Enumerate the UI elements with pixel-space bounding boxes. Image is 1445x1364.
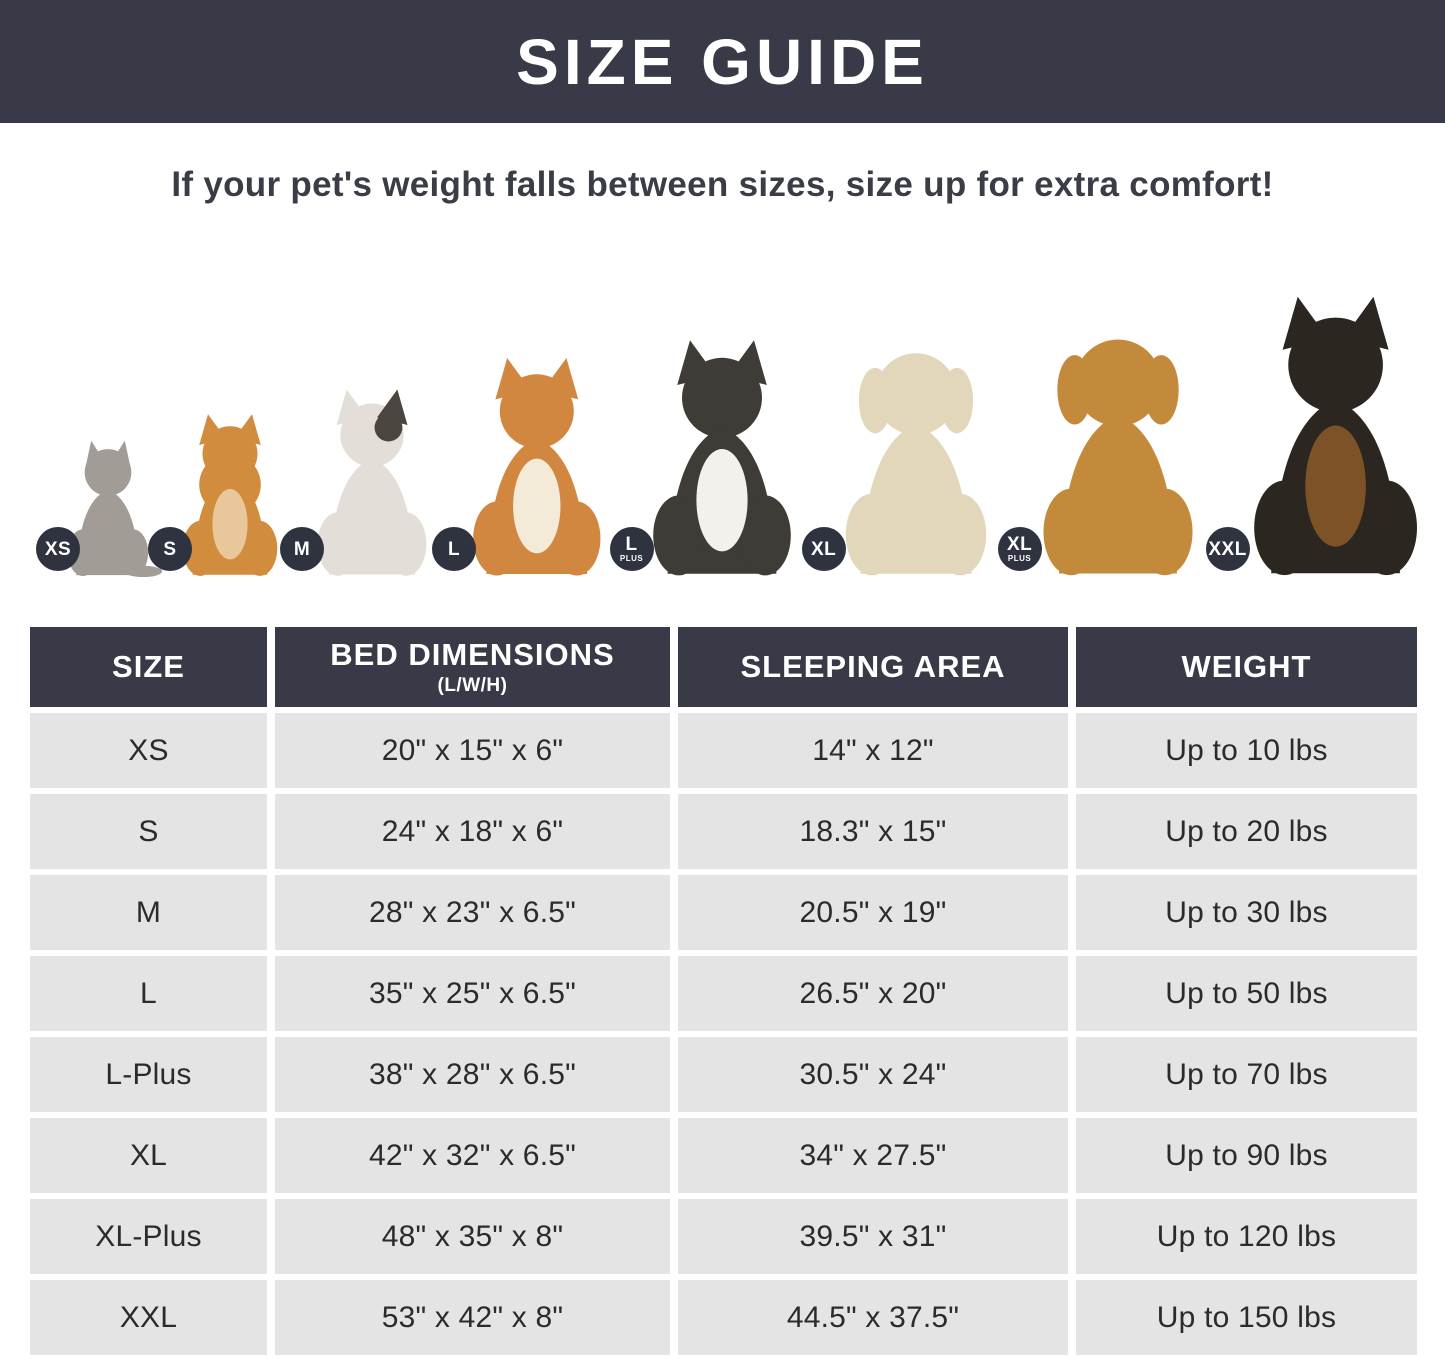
- sleeping-area-cell: 26.5" x 20": [678, 956, 1068, 1031]
- header-bar: SIZE GUIDE: [0, 0, 1445, 123]
- size-cell: L-Plus: [30, 1037, 267, 1112]
- size-badge-xs: XS: [36, 527, 80, 571]
- border-collie-silhouette-icon: [626, 337, 818, 577]
- sleeping-area-cell: 30.5" x 24": [678, 1037, 1068, 1112]
- size-badge-l: L: [432, 527, 476, 571]
- table-body: XS 20" x 15" x 6" 14" x 12" Up to 10 lbs S 24…: [30, 713, 1417, 1355]
- size-badge-label: XL: [1006, 534, 1033, 555]
- size-cell: XXL: [30, 1280, 267, 1355]
- table-row-s: S 24" x 18" x 6" 18.3" x 15" Up to 20 lbs: [30, 794, 1417, 869]
- table-row-xl-plus: XL-Plus 48" x 35" x 8" 39.5" x 31" Up to 12…: [30, 1199, 1417, 1274]
- sleeping-area-cell: 34" x 27.5": [678, 1118, 1068, 1193]
- shiba-inu-silhouette-icon: [448, 355, 626, 577]
- doberman-silhouette-icon: [1222, 293, 1445, 577]
- weight-cell: Up to 150 lbs: [1076, 1280, 1417, 1355]
- pet-labrador: XL: [801, 332, 1014, 577]
- size-badge-sublabel: PLUS: [1007, 554, 1032, 563]
- pet-french-bulldog: M: [280, 387, 448, 577]
- sleeping-area-cell: 20.5" x 19": [678, 875, 1068, 950]
- size-cell: XS: [30, 713, 267, 788]
- sleeping-area-cell: 44.5" x 37.5": [678, 1280, 1068, 1355]
- size-cell: S: [30, 794, 267, 869]
- weight-cell: Up to 50 lbs: [1076, 956, 1417, 1031]
- page-title: SIZE GUIDE: [516, 25, 929, 98]
- sleeping-area-cell: 39.5" x 31": [678, 1199, 1068, 1274]
- size-badge-label: L: [625, 534, 638, 555]
- table-header-row: SIZE BED DIMENSIONS (L/W/H) SLEEPING ARE…: [30, 627, 1417, 707]
- size-table: SIZE BED DIMENSIONS (L/W/H) SLEEPING ARE…: [30, 627, 1417, 1355]
- weight-cell: Up to 10 lbs: [1076, 713, 1417, 788]
- pomeranian-silhouette-icon: [164, 412, 296, 577]
- pet-golden-retriever: XL PLUS: [997, 317, 1222, 577]
- bed-dimensions-cell: 24" x 18" x 6": [275, 794, 670, 869]
- size-badge-xl-plus: XL PLUS: [997, 527, 1042, 571]
- table-row-m: M 28" x 23" x 6.5" 20.5" x 19" Up to 30 lbs: [30, 875, 1417, 950]
- size-cell: XL-Plus: [30, 1199, 267, 1274]
- french-bulldog-silhouette-icon: [296, 387, 448, 577]
- pet-cat: XS: [36, 437, 164, 577]
- bed-dimensions-cell: 28" x 23" x 6.5": [275, 875, 670, 950]
- size-badge-label: XL: [810, 538, 837, 560]
- size-cell: L: [30, 956, 267, 1031]
- pet-doberman: XXL: [1205, 293, 1445, 577]
- weight-cell: Up to 20 lbs: [1076, 794, 1417, 869]
- golden-retriever-silhouette-icon: [1014, 317, 1222, 577]
- size-badge-sublabel: PLUS: [619, 554, 644, 563]
- bed-dimensions-unit-note: (L/W/H): [437, 675, 508, 696]
- table-row-xxl: XXL 53" x 42" x 8" 44.5" x 37.5" Up to 150 …: [30, 1280, 1417, 1355]
- size-column-header: SIZE: [30, 627, 267, 707]
- pets-row: XS S M L L PLUS XL: [36, 285, 1417, 577]
- weight-cell: Up to 70 lbs: [1076, 1037, 1417, 1112]
- size-cell: M: [30, 875, 267, 950]
- bed-dimensions-column-header: BED DIMENSIONS (L/W/H): [275, 627, 670, 707]
- size-cell: XL: [30, 1118, 267, 1193]
- weight-cell: Up to 30 lbs: [1076, 875, 1417, 950]
- weight-cell: Up to 90 lbs: [1076, 1118, 1417, 1193]
- size-badge-label: XXL: [1208, 538, 1247, 560]
- size-badge-label: XS: [44, 538, 72, 560]
- table-row-l: L 35" x 25" x 6.5" 26.5" x 20" Up to 50 lbs: [30, 956, 1417, 1031]
- pet-shiba-inu: L: [432, 355, 626, 577]
- bed-dimensions-column-label: BED DIMENSIONS: [330, 637, 615, 672]
- bed-dimensions-cell: 48" x 35" x 8": [275, 1199, 670, 1274]
- sleeping-area-cell: 14" x 12": [678, 713, 1068, 788]
- pet-border-collie: L PLUS: [609, 337, 818, 577]
- size-badge-label: M: [293, 538, 311, 560]
- subtitle: If your pet's weight falls between sizes…: [171, 165, 1274, 204]
- bed-dimensions-cell: 42" x 32" x 6.5": [275, 1118, 670, 1193]
- bed-dimensions-cell: 20" x 15" x 6": [275, 713, 670, 788]
- cat-silhouette-icon: [52, 437, 164, 577]
- table-row-xl: XL 42" x 32" x 6.5" 34" x 27.5" Up to 90 lb…: [30, 1118, 1417, 1193]
- size-badge-label: S: [163, 538, 177, 560]
- bed-dimensions-cell: 38" x 28" x 6.5": [275, 1037, 670, 1112]
- sleeping-area-column-label: SLEEPING AREA: [740, 649, 1006, 684]
- table-row-xs: XS 20" x 15" x 6" 14" x 12" Up to 10 lbs: [30, 713, 1417, 788]
- size-badge-l-plus: L PLUS: [609, 527, 654, 571]
- pet-pomeranian: S: [148, 412, 296, 577]
- size-badge-xxl: XXL: [1205, 527, 1250, 571]
- sleeping-area-column-header: SLEEPING AREA: [678, 627, 1068, 707]
- size-badge-s: S: [148, 527, 192, 571]
- size-badge-xl: XL: [801, 527, 846, 571]
- weight-cell: Up to 120 lbs: [1076, 1199, 1417, 1274]
- weight-column-header: WEIGHT: [1076, 627, 1417, 707]
- labrador-silhouette-icon: [818, 332, 1014, 577]
- bed-dimensions-cell: 53" x 42" x 8": [275, 1280, 670, 1355]
- bed-dimensions-cell: 35" x 25" x 6.5": [275, 956, 670, 1031]
- size-column-label: SIZE: [112, 649, 185, 684]
- sleeping-area-cell: 18.3" x 15": [678, 794, 1068, 869]
- size-badge-label: L: [447, 538, 461, 560]
- table-row-l-plus: L-Plus 38" x 28" x 6.5" 30.5" x 24" Up to 7…: [30, 1037, 1417, 1112]
- size-badge-m: M: [280, 527, 324, 571]
- weight-column-label: WEIGHT: [1181, 649, 1312, 684]
